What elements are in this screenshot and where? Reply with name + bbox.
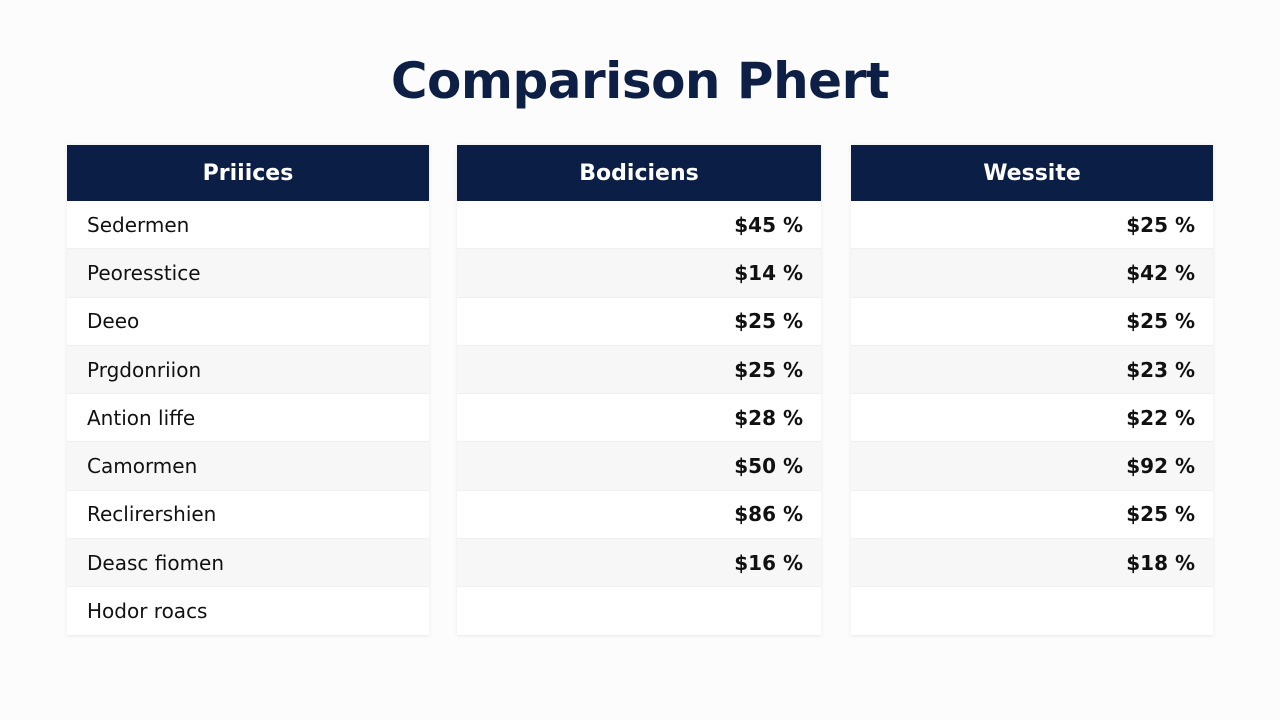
table-cell: $25 % <box>851 201 1213 250</box>
page-title: Comparison Phert <box>390 52 890 110</box>
column-header: Priiices <box>67 145 429 201</box>
table-cell: $18 % <box>851 539 1213 588</box>
table-cell: Prgdonriion <box>67 345 429 395</box>
table-cell: $86 % <box>457 491 821 540</box>
table-cell: $45 % <box>457 201 821 250</box>
table-cell: $23 % <box>851 345 1213 395</box>
table-cell <box>851 587 1213 636</box>
table-cell: $16 % <box>457 539 821 588</box>
table-cell: $25 % <box>457 298 821 346</box>
table-column: Bodiciens $45 % $14 % $25 % $25 % $28 % $50 % $… <box>457 145 821 636</box>
table-cell: $42 % <box>851 249 1213 298</box>
table-cell: Camormen <box>67 442 429 491</box>
table-cell: $25 % <box>851 491 1213 540</box>
table-cell: Antion liffe <box>67 394 429 443</box>
table-column: Wessite $25 % $42 % $25 % $23 % $22 % $92 % $25… <box>851 145 1213 636</box>
column-header: Bodiciens <box>457 145 821 201</box>
table-cell: Deasc fiomen <box>67 539 429 588</box>
column-header: Wessite <box>851 145 1213 201</box>
table-cell: Reclirershien <box>67 491 429 540</box>
table-cell: Hodor roacs <box>67 587 429 636</box>
table-cell <box>457 587 821 636</box>
table-cell: $92 % <box>851 442 1213 491</box>
table-cell: $25 % <box>851 298 1213 346</box>
table-column: Priiices Sedermen Peoresstice Deeo Prgdonrii… <box>67 145 429 636</box>
table-cell: Sedermen <box>67 201 429 250</box>
table-cell: Peoresstice <box>67 249 429 298</box>
table-cell: $25 % <box>457 345 821 395</box>
table-cell: $14 % <box>457 249 821 298</box>
table-cell: $50 % <box>457 442 821 491</box>
table-cell: $28 % <box>457 394 821 443</box>
table-cell: $22 % <box>851 394 1213 443</box>
table-cell: Deeo <box>67 298 429 346</box>
